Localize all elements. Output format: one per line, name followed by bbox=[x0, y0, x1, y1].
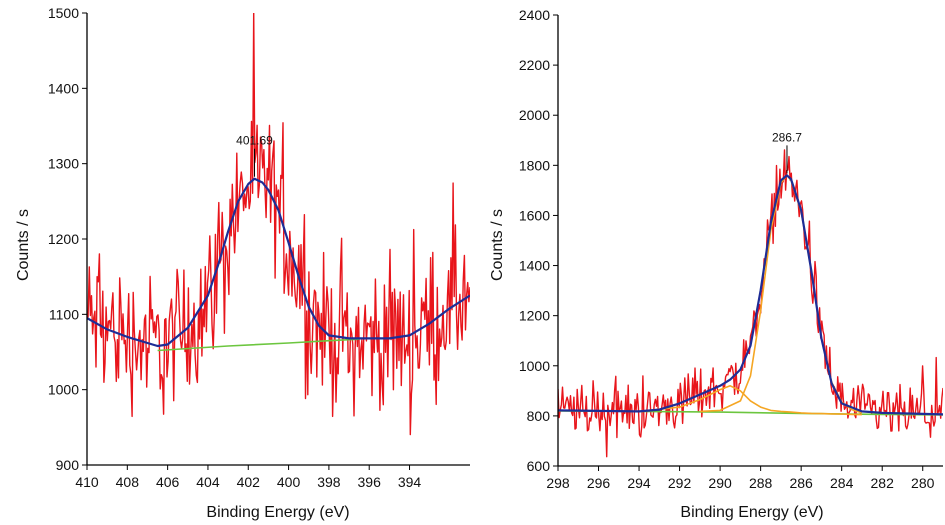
x-tick-label: 404 bbox=[196, 474, 220, 490]
x-tick-label: 280 bbox=[911, 475, 935, 491]
y-tick-label: 600 bbox=[527, 458, 551, 474]
y-tick-label: 900 bbox=[56, 457, 80, 473]
y-tick-label: 1000 bbox=[48, 382, 79, 398]
y-tick-label: 1100 bbox=[49, 306, 79, 322]
x-tick-label: 282 bbox=[871, 475, 895, 491]
y-tick-label: 2200 bbox=[519, 57, 550, 73]
x-tick-label: 402 bbox=[237, 474, 261, 490]
x-tick-label: 296 bbox=[587, 475, 611, 491]
y-tick-label: 1500 bbox=[48, 5, 79, 21]
y-tick-label: 1600 bbox=[519, 207, 550, 223]
series-fit-1 bbox=[87, 177, 470, 348]
peak-annotation-label: 401.69 bbox=[236, 134, 273, 148]
series-fit-1 bbox=[558, 174, 943, 416]
x-tick-label: 292 bbox=[668, 475, 692, 491]
series-raw-0 bbox=[87, 13, 470, 436]
x-tick-label: 290 bbox=[708, 475, 732, 491]
y-tick-label: 1000 bbox=[519, 358, 550, 374]
x-tick-label: 284 bbox=[830, 475, 854, 491]
plot-area bbox=[87, 13, 470, 436]
series-component-2 bbox=[639, 385, 862, 416]
y-axis-title-left: Counts / s bbox=[15, 209, 32, 281]
x-axis-title-left: Binding Energy (eV) bbox=[206, 504, 349, 521]
x-tick-label: 394 bbox=[398, 474, 422, 490]
x-tick-label: 398 bbox=[317, 474, 341, 490]
x-tick-label: 286 bbox=[789, 475, 813, 491]
series-raw-0 bbox=[558, 149, 943, 458]
y-tick-label: 1800 bbox=[519, 157, 550, 173]
y-tick-label: 1400 bbox=[48, 80, 79, 96]
x-tick-label: 288 bbox=[749, 475, 773, 491]
y-axis-title-right: Counts / s bbox=[489, 209, 506, 281]
x-axis-title-right: Binding Energy (eV) bbox=[680, 504, 823, 521]
x-tick-label: 396 bbox=[358, 474, 382, 490]
y-tick-label: 1200 bbox=[519, 308, 550, 324]
nitrogen-spectrum-panel: Counts / s Binding Energy (eV) 900 1000 11… bbox=[15, 5, 470, 521]
x-tick-label: 408 bbox=[116, 474, 140, 490]
y-tick-label: 2400 bbox=[519, 7, 550, 23]
y-tick-label: 1400 bbox=[519, 258, 550, 274]
carbon-spectrum-panel: Counts / s Binding Energy (eV) 600 800 100… bbox=[489, 7, 943, 521]
y-tick-label: 2000 bbox=[519, 107, 550, 123]
plot-area bbox=[558, 149, 943, 458]
y-tick-label: 800 bbox=[527, 408, 551, 424]
x-tick-label: 406 bbox=[156, 474, 180, 490]
series-background-2 bbox=[157, 338, 360, 352]
x-tick-label: 294 bbox=[627, 475, 651, 491]
x-tick-label: 400 bbox=[277, 474, 301, 490]
x-tick-label: 298 bbox=[546, 475, 570, 491]
y-tick-label: 1300 bbox=[48, 156, 79, 172]
y-tick-label: 1200 bbox=[48, 231, 79, 247]
peak-annotation-label: 286.7 bbox=[772, 130, 802, 144]
x-tick-label: 410 bbox=[75, 474, 99, 490]
